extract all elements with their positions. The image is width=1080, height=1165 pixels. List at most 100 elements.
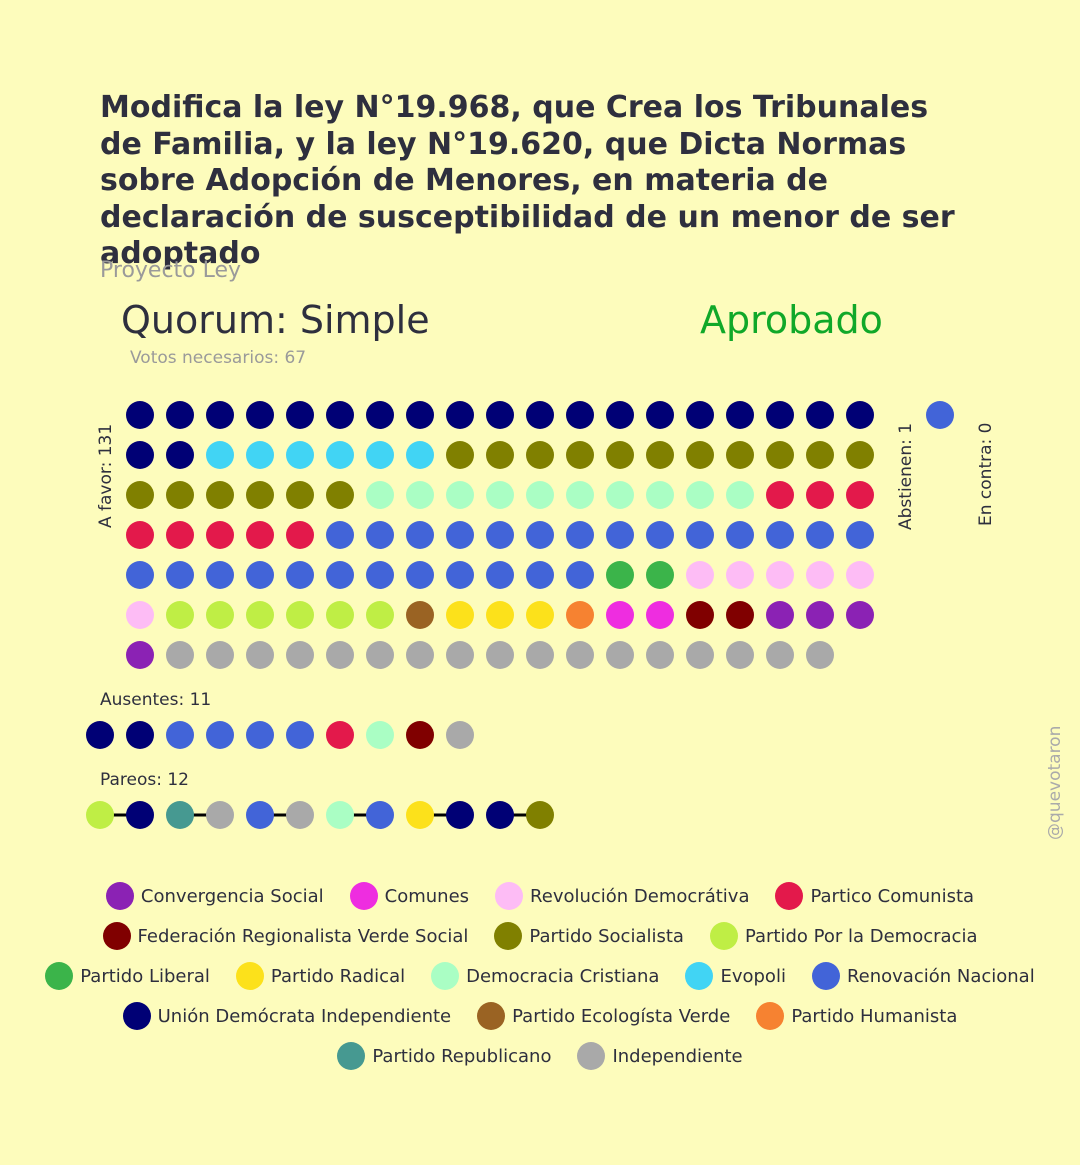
absent-vote-dot bbox=[406, 721, 434, 749]
favor-vote-dot bbox=[766, 521, 794, 549]
legend-swatch bbox=[709, 922, 738, 950]
favor-vote-dot bbox=[686, 561, 714, 589]
favor-vote-dot bbox=[766, 481, 794, 509]
favor-vote-dot bbox=[366, 641, 394, 669]
favor-vote-dot bbox=[606, 561, 634, 589]
favor-vote-dot bbox=[126, 441, 154, 469]
favor-vote-dot bbox=[686, 601, 714, 629]
legend-item: Revolución Democrátiva bbox=[495, 882, 749, 910]
favor-vote-dot bbox=[726, 601, 754, 629]
pair-vote-dot bbox=[326, 801, 354, 829]
favor-vote-dot bbox=[606, 641, 634, 669]
pair-vote-dot bbox=[446, 801, 474, 829]
favor-vote-dot bbox=[166, 521, 194, 549]
favor-vote-dot bbox=[326, 561, 354, 589]
absent-label: Ausentes: 11 bbox=[100, 690, 212, 710]
legend-item: Unión Demócrata Independiente bbox=[122, 1002, 452, 1030]
favor-vote-dot bbox=[566, 601, 594, 629]
favor-vote-dot bbox=[766, 441, 794, 469]
favor-vote-dot bbox=[606, 441, 634, 469]
favor-vote-dot bbox=[806, 481, 834, 509]
favor-vote-dot bbox=[486, 521, 514, 549]
favor-vote-dot bbox=[446, 441, 474, 469]
absent-vote-dot bbox=[286, 721, 314, 749]
legend-label: Partido Ecologísta Verde bbox=[512, 1005, 731, 1027]
favor-vote-dot bbox=[766, 401, 794, 429]
legend-swatch bbox=[577, 1042, 606, 1070]
favor-vote-dot bbox=[166, 481, 194, 509]
favor-vote-dot bbox=[246, 521, 274, 549]
favor-vote-dot bbox=[686, 441, 714, 469]
favor-vote-dot bbox=[646, 641, 674, 669]
legend-swatch bbox=[756, 1002, 785, 1030]
legend-row: Federación Regionalista Verde Social Part… bbox=[20, 916, 1060, 956]
favor-vote-dot bbox=[486, 561, 514, 589]
legend-item: Partido Radical bbox=[235, 962, 405, 990]
favor-vote-dot bbox=[766, 601, 794, 629]
favor-vote-dot bbox=[206, 641, 234, 669]
favor-vote-dot bbox=[286, 441, 314, 469]
favor-vote-dot bbox=[246, 441, 274, 469]
legend-swatch bbox=[477, 1002, 506, 1030]
favor-vote-dot bbox=[526, 441, 554, 469]
favor-vote-dot bbox=[846, 561, 874, 589]
favor-vote-dot bbox=[126, 561, 154, 589]
favor-vote-dot bbox=[526, 641, 554, 669]
legend-row: Partido Republicano Independiente bbox=[20, 1036, 1060, 1076]
quorum-label: Quorum: Simple bbox=[121, 298, 430, 342]
favor-vote-dot bbox=[486, 481, 514, 509]
pair-vote-dot bbox=[486, 801, 514, 829]
favor-vote-dot bbox=[446, 601, 474, 629]
favor-vote-dot bbox=[406, 481, 434, 509]
favor-vote-dot bbox=[686, 481, 714, 509]
page-title: Modifica la ley N°19.968, que Crea los T… bbox=[100, 90, 955, 271]
favor-vote-dot bbox=[326, 601, 354, 629]
legend-item: Partido Ecologísta Verde bbox=[477, 1002, 730, 1030]
legend-item: Partido Por la Democracia bbox=[709, 922, 978, 950]
favor-vote-dot bbox=[686, 521, 714, 549]
favor-vote-dot bbox=[326, 401, 354, 429]
favor-vote-dot bbox=[366, 481, 394, 509]
legend-swatch bbox=[349, 882, 378, 910]
abstain-vote-dot bbox=[926, 401, 954, 429]
favor-vote-dot bbox=[286, 521, 314, 549]
favor-vote-dot bbox=[326, 521, 354, 549]
legend-label: Unión Demócrata Independiente bbox=[157, 1005, 452, 1027]
favor-vote-dot bbox=[406, 601, 434, 629]
favor-vote-dot bbox=[646, 561, 674, 589]
favor-vote-dot bbox=[166, 441, 194, 469]
legend-row: Partido Liberal Partido Radical Democracia… bbox=[20, 956, 1060, 996]
favor-vote-dot bbox=[126, 481, 154, 509]
favor-vote-dot bbox=[166, 601, 194, 629]
favor-vote-dot bbox=[646, 481, 674, 509]
pair-vote-dot bbox=[86, 801, 114, 829]
favor-vote-dot bbox=[526, 601, 554, 629]
pair-vote-dot bbox=[406, 801, 434, 829]
favor-vote-dot bbox=[406, 561, 434, 589]
favor-vote-dot bbox=[726, 401, 754, 429]
favor-vote-dot bbox=[646, 401, 674, 429]
favor-vote-dot bbox=[486, 401, 514, 429]
legend-swatch bbox=[102, 922, 131, 950]
legend-label: Partido Socialista bbox=[529, 925, 684, 947]
result-status: Aprobado bbox=[700, 298, 883, 342]
legend-item: Federación Regionalista Verde Social bbox=[102, 922, 469, 950]
favor-vote-dot bbox=[326, 641, 354, 669]
favor-vote-dot bbox=[686, 401, 714, 429]
favor-vote-dot bbox=[206, 481, 234, 509]
legend-item: Evopoli bbox=[685, 962, 786, 990]
favor-vote-dot bbox=[126, 401, 154, 429]
favor-vote-dot bbox=[806, 641, 834, 669]
legend-label: Federación Regionalista Verde Social bbox=[137, 925, 469, 947]
absent-vote-dot bbox=[206, 721, 234, 749]
pair-vote-dot bbox=[526, 801, 554, 829]
favor-vote-dot bbox=[646, 521, 674, 549]
favor-vote-dot bbox=[166, 641, 194, 669]
favor-vote-dot bbox=[126, 601, 154, 629]
favor-vote-dot bbox=[366, 521, 394, 549]
legend-swatch bbox=[685, 962, 714, 990]
favor-vote-dot bbox=[686, 641, 714, 669]
legend-label: Convergencia Social bbox=[140, 885, 324, 907]
absent-vote-dot bbox=[126, 721, 154, 749]
favor-vote-dot bbox=[206, 601, 234, 629]
